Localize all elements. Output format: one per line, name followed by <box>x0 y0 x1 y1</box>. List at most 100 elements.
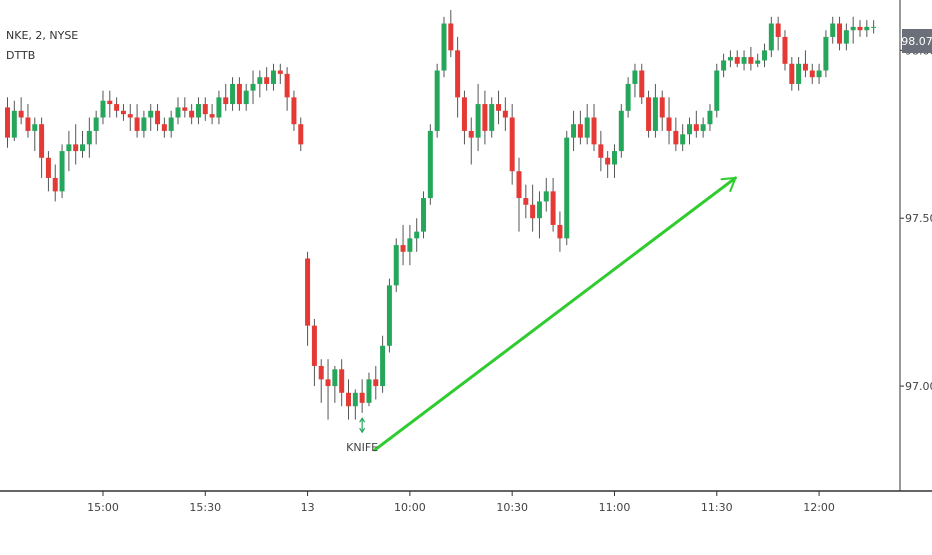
candle <box>843 23 849 51</box>
knife-label: KNIFE <box>346 441 378 454</box>
candle-body <box>857 26 863 31</box>
candle-body <box>611 151 617 165</box>
candle <box>802 50 808 78</box>
x-tick-label: 10:00 <box>394 501 426 514</box>
candle-body <box>482 104 488 131</box>
candle-body <box>850 26 856 31</box>
candle-body <box>291 97 297 125</box>
candle <box>18 97 24 125</box>
candle <box>386 278 392 353</box>
candle-body <box>120 110 126 115</box>
candle-body <box>727 57 733 61</box>
candle-body <box>59 151 65 192</box>
candle-body <box>625 83 631 111</box>
candle-body <box>441 23 447 71</box>
candle-body <box>489 104 495 131</box>
candle-body <box>550 191 556 225</box>
candle <box>680 124 686 152</box>
candle <box>441 16 447 78</box>
candle <box>52 164 58 202</box>
candle-body <box>332 369 338 387</box>
candle-body <box>414 231 420 239</box>
candle <box>489 97 495 138</box>
candle-body <box>73 144 79 152</box>
candle <box>782 30 788 71</box>
candle-body <box>789 63 795 84</box>
last-price-tag: 98.07 <box>901 29 932 53</box>
candle-body <box>189 110 195 118</box>
candle-body <box>700 124 706 131</box>
axes-layer: 15:00 15:30 13 10:00 10:30 11:00 11:30 12:00 98.… <box>0 0 932 514</box>
candle <box>693 110 699 138</box>
candle-body <box>32 124 38 131</box>
candle <box>721 53 727 78</box>
candle-body <box>25 117 31 131</box>
candle-body <box>175 107 181 118</box>
candle-body <box>380 345 386 387</box>
candle-body <box>659 97 665 118</box>
candle <box>857 20 863 37</box>
indicator-label[interactable]: DTTB <box>6 49 36 62</box>
candle <box>618 104 624 158</box>
candle-body <box>236 83 242 105</box>
candle-body <box>155 110 161 125</box>
y-tick-label: 97.50 <box>905 212 932 225</box>
double-arrow-icon <box>359 417 366 434</box>
candle-body <box>421 198 427 232</box>
candle-body <box>114 104 120 111</box>
candle-body <box>127 114 133 118</box>
candle <box>305 251 311 346</box>
candle-body <box>195 104 201 118</box>
candle-body <box>516 171 522 199</box>
candle <box>536 191 542 239</box>
candle <box>727 50 733 68</box>
candle-body <box>775 23 781 37</box>
candle <box>100 90 106 125</box>
candle <box>646 90 652 138</box>
candle-body <box>673 130 679 145</box>
candle <box>148 104 154 131</box>
candle-body <box>311 325 317 366</box>
candle-body <box>209 114 215 118</box>
candle-body <box>393 245 399 286</box>
candle <box>871 20 877 34</box>
symbol-label[interactable]: NKE, 2, NYSE <box>6 29 79 42</box>
candle <box>414 218 420 252</box>
candle-body <box>277 70 283 74</box>
x-tick-label: 11:30 <box>701 501 733 514</box>
candle <box>223 83 229 111</box>
candle <box>59 144 65 199</box>
candle-body <box>571 124 577 138</box>
candle-body <box>5 107 10 138</box>
candle <box>380 335 386 393</box>
candle-body <box>270 70 276 84</box>
candle <box>584 104 590 145</box>
trend-arrow-line <box>373 176 737 452</box>
candle-body <box>461 97 467 131</box>
candle <box>332 365 338 403</box>
candle <box>127 104 133 131</box>
candle-body <box>475 104 481 138</box>
candle-body <box>39 124 45 158</box>
candle-body <box>687 124 692 135</box>
candle-body <box>66 144 72 152</box>
candle <box>741 50 747 71</box>
candle <box>482 90 488 145</box>
candle-body <box>796 63 802 84</box>
candle-body <box>816 70 822 78</box>
candle-body <box>250 83 256 91</box>
candle <box>475 83 481 152</box>
candle-body <box>223 97 229 105</box>
candle <box>427 124 433 205</box>
candle-body <box>591 117 597 145</box>
candle-body <box>577 124 583 138</box>
candle <box>809 63 815 84</box>
x-tick-label: 12:00 <box>803 501 835 514</box>
candle <box>393 238 399 293</box>
candle <box>434 63 440 138</box>
candle-body <box>318 365 324 380</box>
candle <box>373 365 379 400</box>
candle <box>748 47 754 71</box>
